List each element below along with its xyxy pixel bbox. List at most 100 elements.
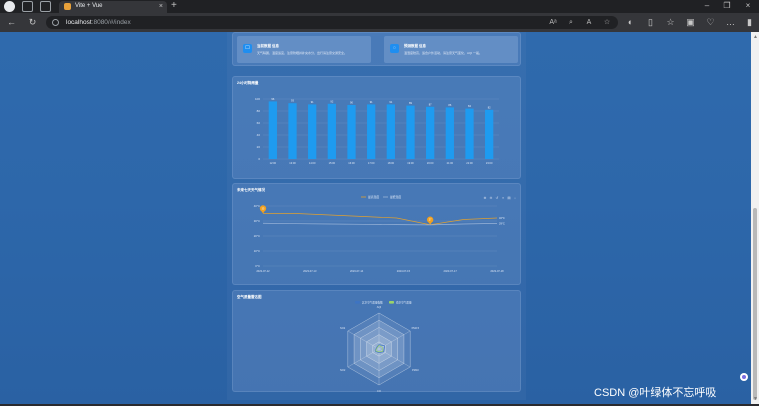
bar-value-label: 89 [409, 101, 412, 105]
y-tick-label: 40°C [254, 204, 260, 208]
chart-toolbox-icon: ↓ [514, 196, 516, 200]
favorite-icon[interactable]: ☆ [603, 19, 611, 26]
tab-close-icon[interactable]: × [158, 3, 163, 10]
bar-value-label: 86 [448, 103, 451, 107]
page-viewport: ☐ 当前数据 信息 天气晴朗，温度适宜，注意防晒并补充水分，出行请注意交通安全。… [0, 32, 751, 404]
x-tick-label: 17:00 [368, 161, 375, 165]
translate-icon[interactable]: A [586, 19, 592, 26]
bar-value-label: 92 [330, 99, 333, 103]
radar-spoke [347, 330, 380, 350]
x-tick-label: 12:00 [270, 161, 277, 165]
radar-indicator-label: NO2 [340, 368, 346, 372]
site-info-icon[interactable] [52, 19, 59, 26]
bar [268, 101, 277, 159]
close-window-button[interactable]: × [745, 1, 751, 10]
browser-tab-strip: Vite + Vue × + – ❐ × [0, 0, 759, 13]
bar-value-label: 90 [350, 101, 353, 105]
bar [347, 105, 356, 159]
y-tick-label: 20 [257, 145, 261, 149]
y-tick-label: 0°C [255, 264, 260, 268]
radar-indicator-label: CO [377, 389, 381, 393]
y-tick-label: 30°C [254, 219, 260, 223]
x-tick-label: 2023-07-17 [444, 269, 458, 273]
x-tick-label: 2023-07-18 [490, 269, 504, 273]
scroll-thumb[interactable] [753, 208, 757, 400]
scroll-up-icon[interactable]: ▲ [753, 34, 758, 40]
radar-indicator-label: SO2 [340, 326, 346, 330]
chart-toolbox-icon: ▤ [507, 196, 511, 200]
y-tick-label: 10°C [254, 249, 260, 253]
legend-label: 北京空气质量指数 [362, 300, 383, 304]
profile-icon[interactable] [4, 1, 15, 12]
zoom-icon[interactable]: ⌕ [569, 19, 573, 26]
x-tick-label: 15:00 [329, 161, 336, 165]
forecast-info-icon: ◌ [390, 44, 399, 53]
legend-label: 南京空气质量 [396, 300, 412, 304]
info-card-row: ☐ 当前数据 信息 天气晴朗，温度适宜，注意防晒并补充水分，出行请注意交通安全。… [232, 32, 521, 66]
marker-pin-tip [427, 220, 433, 225]
radar-indicator-label: PM10 [412, 368, 419, 372]
url-text[interactable]: localhost:8080/#/index [66, 19, 131, 26]
radar-indicator-label: AQI [377, 305, 382, 309]
refresh-icon[interactable]: ↻ [28, 17, 37, 27]
x-tick-label: 2023-07-14 [350, 269, 364, 273]
bar-chart-card: 24小时降雨量 0 20 40 60 80 100 96 12:00 93 13:00 91 14:0… [232, 76, 521, 179]
legend-label: 最高温度 [368, 195, 379, 199]
forecast-info-title: 预测数据 信息 [404, 44, 426, 48]
bar-value-label: 96 [271, 97, 274, 101]
bar [367, 104, 376, 159]
current-info-box: ☐ 当前数据 信息 天气晴朗，温度适宜，注意防晒并补充水分，出行请注意交通安全。 [237, 36, 371, 63]
radar-chart-title: 空气质量雷达图 [237, 295, 262, 299]
workspaces-icon[interactable] [22, 1, 33, 12]
split-screen-icon[interactable]: ▯ [648, 17, 653, 27]
minimize-button[interactable]: – [704, 1, 710, 10]
address-bar[interactable]: localhost:8080/#/index Aᵃ ⌕ A ☆ [46, 16, 618, 29]
new-tab-button[interactable]: + [171, 0, 177, 11]
sidebar-icon[interactable]: ▮ [747, 17, 752, 27]
dashboard-container: ☐ 当前数据 信息 天气晴朗，温度适宜，注意防晒并补充水分，出行请注意交通安全。… [227, 32, 526, 400]
bar-chart: 0 20 40 60 80 100 96 12:00 93 13:00 91 14:00 92 15:00… [255, 97, 499, 165]
chart-toolbox-icon: ≡ [502, 196, 504, 200]
page-scrollbar[interactable]: ▲ ▼ [751, 32, 759, 404]
nanjing-aqi-series [375, 344, 384, 353]
x-tick-label: 16:00 [348, 161, 355, 165]
current-info-icon: ☐ [243, 44, 252, 53]
read-aloud-icon[interactable]: Aᵃ [549, 19, 557, 26]
radar-chart: 北京空气质量指数 南京空气质量 AQI PM2.5 PM10 CO NO2 SO2 [340, 300, 420, 393]
radar-indicator-label: PM2.5 [412, 326, 420, 330]
radar-chart-card: 空气质量雷达图 北京空气质量指数 南京空气质量 AQI PM2.5 PM10 CO NO2 S… [232, 290, 521, 393]
series-end-label: 29°C [499, 221, 505, 225]
bar [288, 103, 297, 159]
assistant-float-button[interactable] [740, 373, 748, 381]
bar-value-label: 91 [389, 100, 392, 104]
legend-swatch [355, 301, 360, 304]
current-info-title: 当前数据 信息 [257, 44, 279, 48]
chart-toolbox-icon: ↺ [496, 196, 500, 200]
bar [445, 107, 454, 159]
marker-label: 35 [262, 207, 265, 210]
tab-active[interactable]: Vite + Vue × [59, 1, 167, 13]
chart-toolbox-icon: ⊕ [484, 196, 487, 200]
bar-value-label: 84 [468, 104, 471, 108]
x-tick-label: 22:00 [466, 161, 473, 165]
min-temp-line [262, 222, 498, 226]
max-temp-line [263, 213, 498, 226]
collections-icon[interactable]: ▣ [686, 17, 695, 27]
x-tick-label: 2023-07-12 [256, 269, 270, 273]
scroll-down-icon[interactable]: ▼ [753, 396, 758, 402]
x-tick-label: 2023-07-15 [397, 269, 411, 273]
bar [465, 108, 474, 159]
favorites-icon[interactable]: ☆ [666, 17, 675, 27]
bar-chart-title: 24小时降雨量 [237, 81, 259, 85]
forecast-info-desc: 温湿度较高，适合户外活动，请注意天气变化，AQI 一般。 [404, 51, 483, 55]
back-icon[interactable]: ← [7, 17, 16, 27]
bar [327, 103, 336, 159]
tab-actions-icon[interactable] [40, 1, 51, 12]
forecast-info-box: ◌ 预测数据 信息 温湿度较高，适合户外活动，请注意天气变化，AQI 一般。 [384, 36, 518, 63]
maximize-button[interactable]: ❐ [723, 1, 731, 10]
x-tick-label: 23:00 [486, 161, 493, 165]
extensions-icon[interactable]: ◐ [627, 17, 634, 27]
radar-spoke [347, 348, 380, 368]
more-icon[interactable]: … [726, 17, 735, 27]
browser-essentials-icon[interactable]: ♡ [706, 17, 715, 27]
